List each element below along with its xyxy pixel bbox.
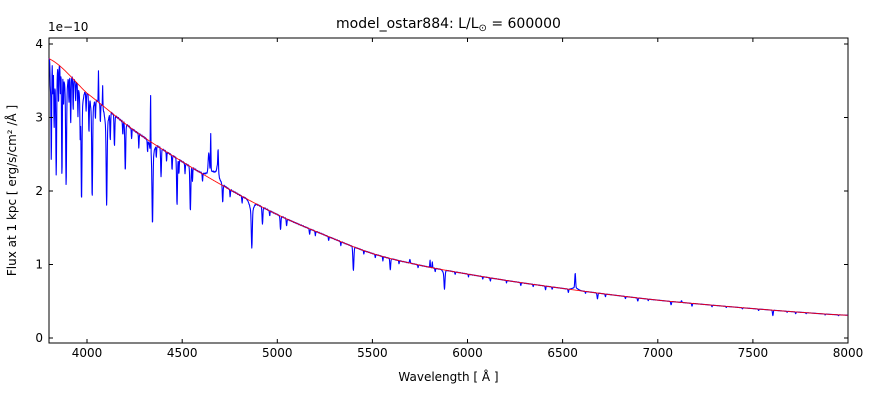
x-tick-label: 4000 — [72, 346, 103, 360]
y-tick-label: 3 — [35, 111, 43, 125]
sun-symbol: ⊙ — [479, 23, 487, 34]
y-tick-label: 0 — [35, 331, 43, 345]
x-tick-label: 6500 — [547, 346, 578, 360]
y-tick-label: 4 — [35, 37, 43, 51]
x-tick-label: 7500 — [738, 346, 769, 360]
chart-title-main: model_ostar884: L/L — [336, 16, 479, 32]
chart-title-value: = 600000 — [487, 16, 561, 32]
y-tick-label: 1 — [35, 258, 43, 272]
x-tick-label: 5000 — [262, 346, 293, 360]
tick-labels-group: 4000 4500 5000 5500 6000 6500 7000 7500 8000 0 1 2 3… — [35, 37, 863, 360]
x-tick-label: 5500 — [357, 346, 388, 360]
x-tick-label: 6000 — [452, 346, 483, 360]
x-tick-label: 7000 — [643, 346, 674, 360]
y-axis-offset-label: 1e−10 — [48, 20, 88, 34]
x-tick-label: 8000 — [833, 346, 864, 360]
chart-title: model_ostar884: L/L⊙ = 600000 — [336, 16, 561, 34]
continuum-series — [48, 58, 849, 316]
ticks-group — [49, 38, 849, 343]
x-axis-label: Wavelength [ Å ] — [398, 369, 498, 384]
x-tick-label: 4500 — [167, 346, 198, 360]
series-group — [48, 58, 849, 317]
y-tick-label: 2 — [35, 184, 43, 198]
plot-frame — [48, 37, 849, 344]
spectrum-series — [48, 58, 849, 317]
y-axis-label: Flux at 1 kpc [ erg/s/cm² /Å ] — [4, 105, 19, 276]
